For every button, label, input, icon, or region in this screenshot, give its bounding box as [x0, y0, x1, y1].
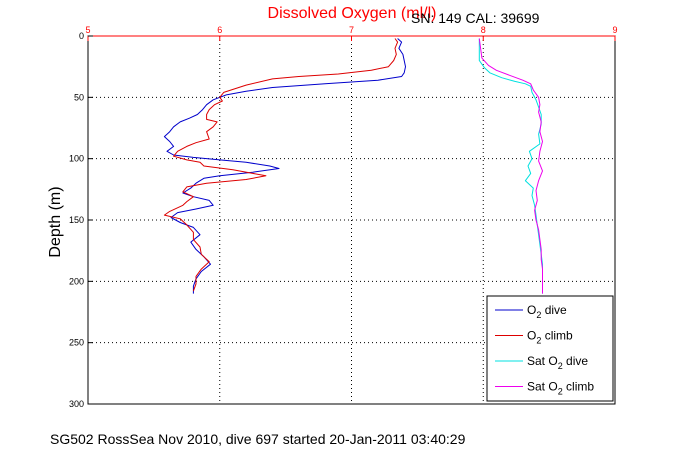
y-tick-label: 300 — [69, 399, 84, 409]
chart-title: Dissolved Oxygen (ml/l) — [268, 5, 437, 22]
legend: O2 dive O2 climb Sat O2 dive Sat O2 climb — [486, 295, 614, 402]
y-tick-label: 250 — [69, 338, 84, 348]
legend-box — [486, 295, 614, 402]
legend-entry-label: O2 dive — [527, 303, 567, 320]
x-tick-label: 8 — [481, 25, 486, 35]
x-tick-label: 6 — [217, 25, 222, 35]
x-tick-label: 5 — [85, 25, 90, 35]
series-line-o2-dive — [163, 38, 406, 294]
y-tick-label: 200 — [69, 276, 84, 286]
legend-entry-label: Sat O2 climb — [527, 380, 594, 397]
y-axis-label: Depth (m) — [47, 186, 64, 257]
x-tick-label: 9 — [612, 25, 617, 35]
series-group — [163, 38, 543, 294]
y-tick-label: 150 — [69, 215, 84, 225]
axis-ticks: 5 6 7 8 9 0 50 100 150 200 250 300 — [69, 25, 618, 409]
footer-text: SG502 RossSea Nov 2010, dive 697 started… — [50, 431, 466, 447]
series-line-sat-o2-dive — [478, 38, 543, 294]
series-line-o2-climb — [163, 38, 399, 292]
legend-entry-label: Sat O2 dive — [527, 354, 588, 371]
x-tick-label: 7 — [349, 25, 354, 35]
y-tick-label: 0 — [79, 31, 84, 41]
series-line-sat-o2-climb — [478, 38, 543, 294]
y-tick-label: 100 — [69, 154, 84, 164]
grid-lines — [88, 36, 615, 404]
y-tick-label: 50 — [74, 92, 84, 102]
legend-entry-label: O2 climb — [527, 329, 573, 346]
header-info: SN: 149 CAL: 39699 — [411, 10, 540, 26]
